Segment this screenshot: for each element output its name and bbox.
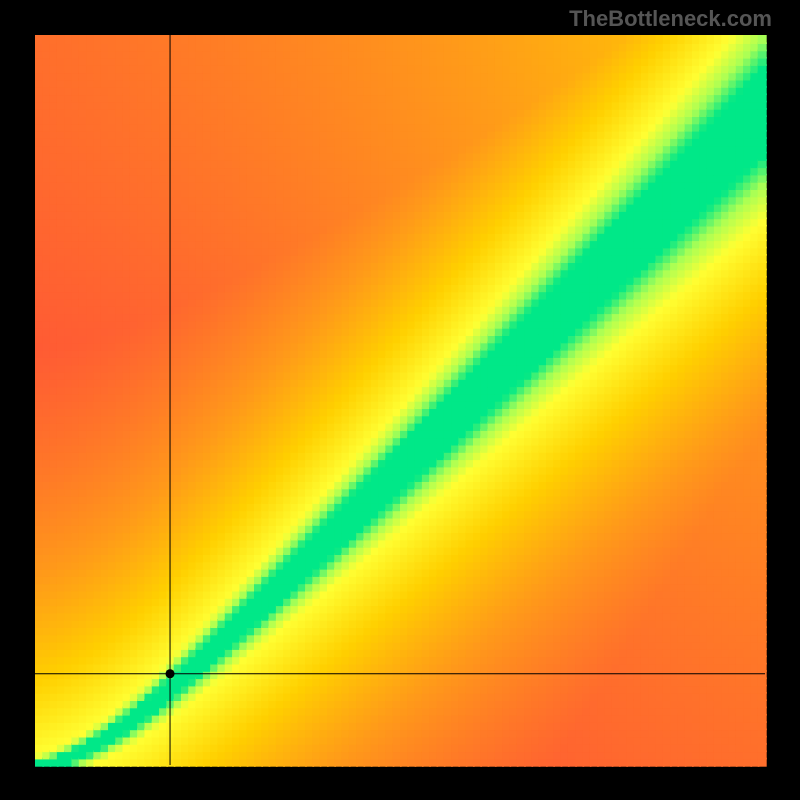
chart-container: TheBottleneck.com [0, 0, 800, 800]
watermark-text: TheBottleneck.com [569, 6, 772, 32]
bottleneck-heatmap [0, 0, 800, 800]
